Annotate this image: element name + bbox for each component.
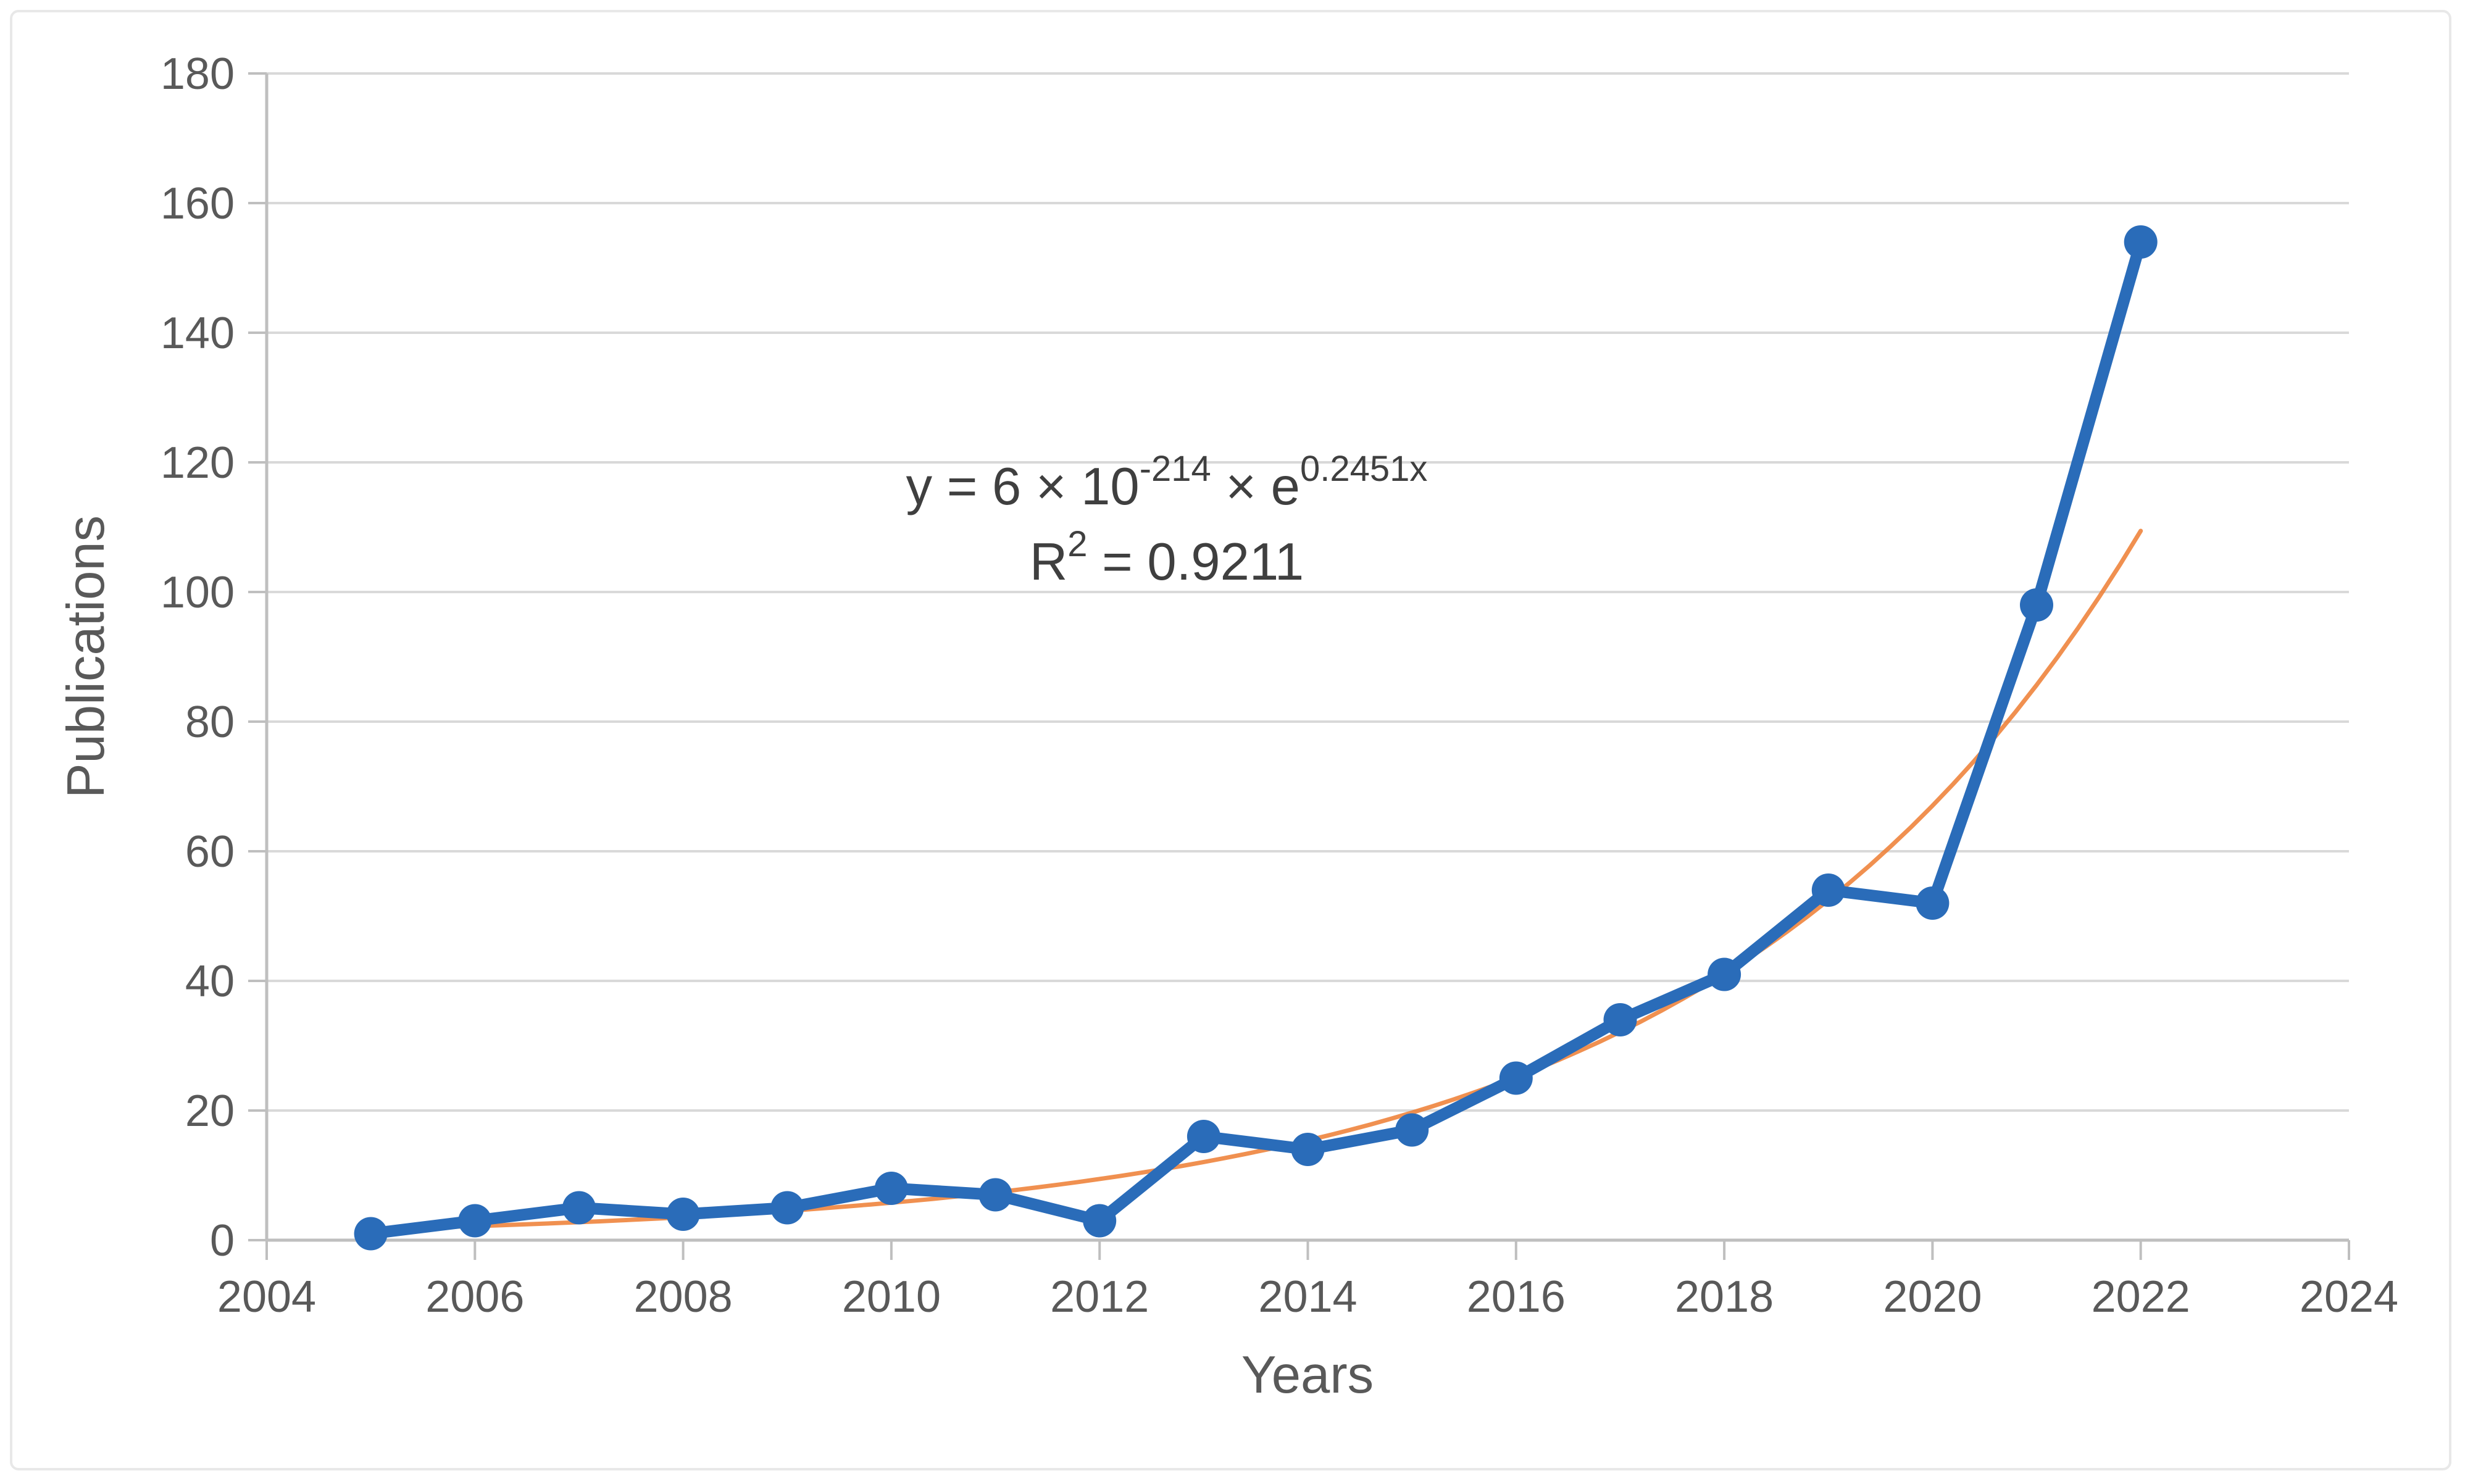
data-point-marker xyxy=(354,1217,388,1251)
data-point-marker xyxy=(1603,1003,1637,1036)
data-point-marker xyxy=(2020,588,2053,622)
y-tick-label: 40 xyxy=(185,957,235,1006)
equation-exponent-2: 0.2451x xyxy=(1299,449,1428,489)
x-tick-label: 2022 xyxy=(2092,1272,2190,1322)
x-tick-label: 2006 xyxy=(425,1272,524,1322)
x-tick-label: 2014 xyxy=(1258,1272,1357,1322)
publications-line xyxy=(365,236,2147,1240)
data-point-marker xyxy=(770,1191,804,1225)
trendline-equation-line1: y = 6 × 10-214 × e0.2451x xyxy=(906,449,1428,517)
data-point-marker xyxy=(1083,1204,1117,1238)
trendline-equation: y = 6 × 10-214 × e0.2451x R2 = 0.9211 xyxy=(906,449,1428,600)
x-tick-label: 2024 xyxy=(2300,1272,2398,1322)
data-point-marker xyxy=(562,1191,596,1225)
x-tick-label: 2012 xyxy=(1050,1272,1149,1322)
y-axis-title: Publications xyxy=(57,515,115,799)
x-tick-label: 2016 xyxy=(1467,1272,1566,1322)
y-tick-label: 160 xyxy=(161,179,235,228)
data-point-marker xyxy=(2124,225,2158,259)
data-point-marker xyxy=(1811,873,1845,907)
data-point-marker xyxy=(874,1172,908,1205)
r-squared-exponent: 2 xyxy=(1067,524,1088,564)
exponential-trendline xyxy=(369,528,2143,1232)
data-point-marker xyxy=(1291,1133,1325,1166)
equation-exponent-1: -214 xyxy=(1139,449,1211,489)
data-point-marker xyxy=(1395,1113,1429,1147)
y-tick-label: 20 xyxy=(185,1086,235,1136)
y-tick-label: 60 xyxy=(185,827,235,877)
data-point-marker xyxy=(1499,1061,1533,1095)
y-tick-label: 180 xyxy=(161,49,235,99)
data-point-marker xyxy=(978,1178,1012,1212)
y-tick-label: 140 xyxy=(161,309,235,358)
x-tick-label: 2018 xyxy=(1675,1272,1774,1322)
data-point-marker xyxy=(458,1204,492,1238)
x-tick-label: 2020 xyxy=(1883,1272,1982,1322)
x-tick-label: 2008 xyxy=(634,1272,733,1322)
data-point-marker xyxy=(1708,957,1741,991)
data-point-marker xyxy=(666,1198,700,1231)
y-tick-label: 0 xyxy=(210,1216,235,1265)
y-tick-label: 100 xyxy=(161,568,235,617)
x-tick-label: 2010 xyxy=(842,1272,941,1322)
data-point-marker xyxy=(1187,1120,1220,1153)
r-squared-label: R2 = 0.9211 xyxy=(1029,524,1304,592)
y-tick-label: 80 xyxy=(185,698,235,747)
x-tick-label: 2004 xyxy=(217,1272,316,1322)
x-axis-title: Years xyxy=(1241,1346,1374,1404)
data-point-marker xyxy=(1916,886,1950,920)
y-tick-label: 120 xyxy=(161,438,235,488)
